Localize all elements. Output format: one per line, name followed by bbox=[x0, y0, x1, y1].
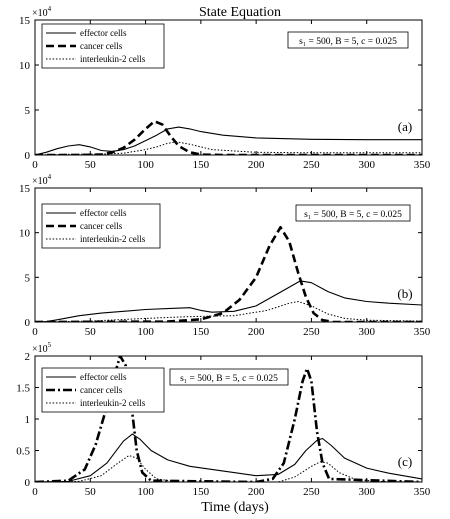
y-tick-label: 0 bbox=[25, 317, 31, 329]
y-scale-exponent: 4 bbox=[48, 173, 52, 181]
series-line-cancer-cells bbox=[35, 226, 422, 322]
parameter-text: s₁ = 500, B = 5, c = 0.025 bbox=[299, 37, 397, 47]
panel-label: (b) bbox=[397, 286, 412, 301]
parameter-box bbox=[169, 368, 289, 386]
y-tick-label: 0 bbox=[25, 477, 31, 489]
legend-label: effector cells bbox=[80, 372, 127, 382]
panel-label: (c) bbox=[398, 454, 412, 469]
series-line-interleukin-2-cells bbox=[35, 141, 422, 155]
parameter-box bbox=[295, 204, 411, 222]
x-tick-label: 0 bbox=[32, 486, 38, 498]
panel-2: 0 50 100 150 200 250 300 350 0 5 10 15×104 effector … bbox=[19, 173, 431, 338]
panel-label: (a) bbox=[398, 119, 412, 134]
legend-label: interleukin-2 cells bbox=[80, 234, 146, 244]
y-tick-label: 15 bbox=[19, 183, 31, 195]
legend-label: effector cells bbox=[80, 28, 127, 38]
x-tick-label: 50 bbox=[85, 159, 97, 171]
series-line-cancer-cells bbox=[35, 120, 422, 155]
x-tick-label: 100 bbox=[137, 159, 154, 171]
legend-label: interleukin-2 cells bbox=[80, 398, 146, 408]
x-tick-label: 0 bbox=[32, 159, 38, 171]
figure-title: State Equation bbox=[199, 5, 281, 20]
legend-label: cancer cells bbox=[80, 385, 123, 395]
x-tick-label: 100 bbox=[137, 326, 154, 338]
x-axis-label: Time (days) bbox=[201, 500, 269, 515]
y-tick-label: 5 bbox=[25, 272, 31, 284]
x-tick-label: 0 bbox=[32, 326, 38, 338]
legend-box bbox=[41, 367, 165, 413]
x-tick-label: 350 bbox=[414, 486, 431, 498]
x-tick-label: 250 bbox=[303, 326, 320, 338]
panels: 0 50 100 150 200 250 300 350051015×104effector … bbox=[16, 5, 431, 498]
legend-label: effector cells bbox=[80, 208, 127, 218]
x-tick-label: 250 bbox=[303, 486, 320, 498]
x-tick-label: 350 bbox=[414, 159, 431, 171]
y-tick-label: 5 bbox=[25, 105, 31, 117]
x-tick-label: 300 bbox=[358, 486, 375, 498]
series-line-interleukin-2-cells bbox=[35, 301, 422, 322]
series-line-cancer-cells bbox=[35, 356, 422, 482]
plot-frame bbox=[34, 187, 423, 323]
x-tick-label: 150 bbox=[193, 486, 210, 498]
x-tick-label: 50 bbox=[85, 486, 97, 498]
y-scale-multiplier: ×105 bbox=[32, 341, 52, 355]
series-line-interleukin-2-cells bbox=[35, 455, 422, 482]
y-scale-exponent: 5 bbox=[48, 341, 52, 349]
x-tick-label: 150 bbox=[193, 159, 210, 171]
y-tick-label: 1.5 bbox=[16, 383, 30, 395]
x-tick-label: 200 bbox=[248, 159, 265, 171]
x-tick-label: 100 bbox=[137, 486, 154, 498]
y-tick-label: 2 bbox=[25, 351, 31, 363]
x-tick-label: 300 bbox=[358, 159, 375, 171]
y-tick-label: 10 bbox=[19, 228, 31, 240]
x-tick-label: 350 bbox=[414, 326, 431, 338]
x-tick-label: 200 bbox=[248, 486, 265, 498]
y-tick-label: 0.5 bbox=[16, 446, 30, 458]
parameter-text: s₁ = 500, B = 5, c = 0.025 bbox=[304, 210, 402, 220]
y-scale-multiplier: ×104 bbox=[32, 173, 52, 187]
y-tick-label: 0 bbox=[25, 150, 31, 162]
y-tick-label: 15 bbox=[19, 15, 31, 27]
x-tick-label: 250 bbox=[303, 159, 320, 171]
series-line-effector-cells bbox=[35, 433, 422, 482]
y-scale-exponent: 4 bbox=[48, 5, 52, 13]
series-line-effector-cells bbox=[35, 126, 422, 155]
x-tick-label: 50 bbox=[85, 326, 97, 338]
parameter-text: s₁ = 500, B = 5, c = 0.025 bbox=[180, 374, 278, 384]
legend-label: cancer cells bbox=[80, 221, 123, 231]
x-tick-label: 300 bbox=[358, 326, 375, 338]
legend-label: cancer cells bbox=[80, 41, 123, 51]
panel-1: 0 50 100 150 200 250 300 350 0 5 10 15×104 effector … bbox=[19, 5, 431, 171]
y-tick-label: 10 bbox=[19, 60, 31, 72]
x-tick-label: 150 bbox=[193, 326, 210, 338]
legend-label: interleukin-2 cells bbox=[80, 54, 146, 64]
y-tick-label: 1 bbox=[25, 414, 31, 426]
series-line-effector-cells bbox=[35, 280, 422, 322]
y-scale-multiplier: ×104 bbox=[32, 5, 52, 19]
parameter-box bbox=[287, 31, 409, 49]
x-tick-label: 200 bbox=[248, 326, 265, 338]
panel-3: 0 50 100 150 200 250 300 350 0 0.5 1 1.5 2×105 effect… bbox=[16, 341, 431, 498]
